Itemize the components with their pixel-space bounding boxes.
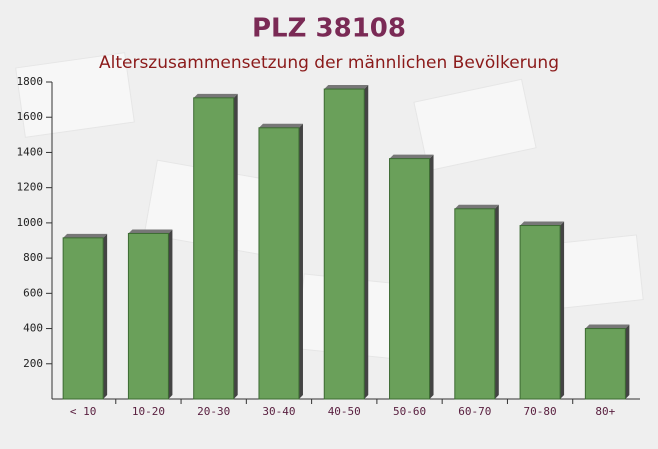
bar xyxy=(127,232,169,400)
x-tick-label: 20-30 xyxy=(197,405,230,418)
y-tick-label: 1000 xyxy=(17,216,44,229)
x-tick-label: 50-60 xyxy=(393,405,426,418)
bar xyxy=(519,225,561,400)
x-tick-label: 70-80 xyxy=(524,405,557,418)
bar-shadow xyxy=(429,154,434,399)
bar-shadow xyxy=(298,123,303,400)
bar-shadow-top xyxy=(193,93,238,98)
bar-shadow-top xyxy=(585,324,630,329)
chart-subtitle: Alterszusammensetzung der männlichen Bev… xyxy=(99,53,559,73)
bar xyxy=(454,208,496,400)
bar-shadow-top xyxy=(520,221,565,226)
y-tick-label: 200 xyxy=(23,357,43,370)
y-tick-label: 1400 xyxy=(17,145,44,158)
bar-shadow xyxy=(364,85,369,400)
y-tick-label: 800 xyxy=(23,251,43,264)
bar xyxy=(258,127,300,400)
y-tick-label: 1200 xyxy=(17,181,44,194)
x-tick-label: 60-70 xyxy=(458,405,491,418)
bar-shadow xyxy=(560,221,565,399)
bar-shadow-top xyxy=(324,85,369,90)
bar-shadow-top xyxy=(258,123,303,128)
y-tick-label: 600 xyxy=(23,286,43,299)
y-tick-label: 1800 xyxy=(17,75,44,88)
x-tick-label: 30-40 xyxy=(262,405,295,418)
bar xyxy=(389,158,431,400)
bar-shadow xyxy=(103,233,108,399)
x-tick-label: 40-50 xyxy=(328,405,361,418)
bar-shadow xyxy=(168,229,173,399)
bar-shadow-top xyxy=(63,233,108,238)
bar-shadow xyxy=(625,324,630,399)
bar xyxy=(193,97,235,400)
bar-shadow-top xyxy=(454,204,499,209)
bar-shadow xyxy=(494,204,499,399)
bar xyxy=(323,88,365,400)
y-tick-label: 1600 xyxy=(17,110,44,123)
bar xyxy=(62,237,104,400)
x-tick-label: < 10 xyxy=(70,405,97,418)
bar-shadow-top xyxy=(128,229,173,234)
x-tick-label: 80+ xyxy=(595,405,615,418)
bar-shadow xyxy=(233,93,238,399)
bar xyxy=(584,328,626,400)
x-tick-label: 10-20 xyxy=(132,405,165,418)
bar-shadow-top xyxy=(389,154,434,159)
chart-title: PLZ 38108 xyxy=(252,14,406,44)
y-tick-label: 400 xyxy=(23,322,43,335)
